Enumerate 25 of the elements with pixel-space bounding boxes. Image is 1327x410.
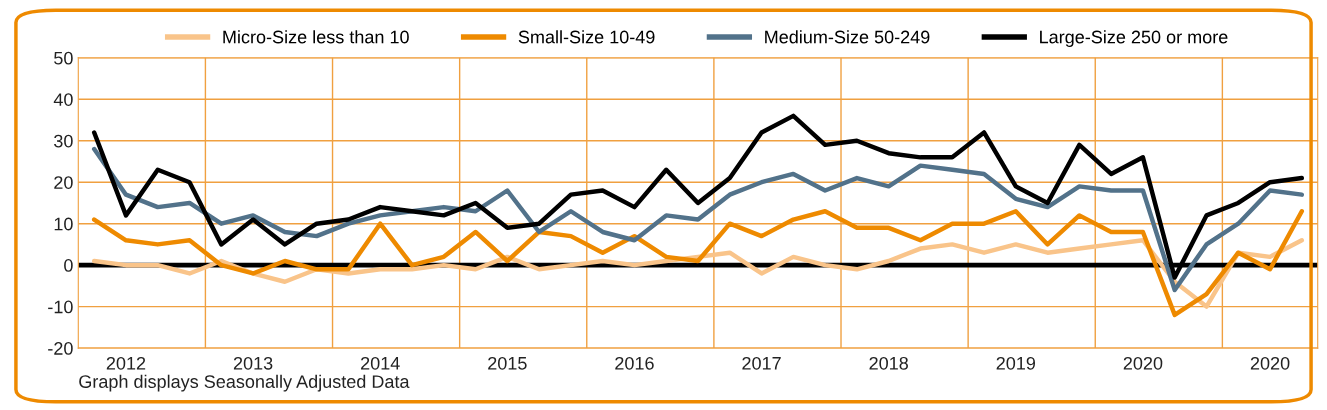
x-tick-label: 2017 [742, 356, 781, 370]
y-tick-label: -10 [48, 300, 73, 314]
legend-label: Large-Size 250 or more [1040, 30, 1228, 47]
x-tick-label: 2012 [106, 356, 146, 370]
x-tick-label: 2014 [361, 356, 400, 370]
x-tick-label: 2020 [1123, 356, 1163, 370]
x-tick-label: 2015 [488, 356, 527, 370]
y-tick-label: 30 [54, 134, 73, 148]
x-tick-label: 2013 [233, 356, 273, 370]
x-tick-label: 2020 [1250, 356, 1290, 370]
legend-label: Small-Size 10-49 [518, 30, 655, 44]
x-tick-label: 2016 [615, 356, 654, 370]
y-tick-label: 40 [53, 93, 73, 106]
y-tick-label: 20 [54, 176, 73, 189]
x-tick-label: 2019 [996, 356, 1036, 370]
y-tick-label: 50 [54, 51, 73, 65]
x-tick-label: 2018 [869, 356, 908, 370]
y-tick-label: 0 [64, 259, 73, 272]
line-series [91, 146, 1305, 293]
legend-label: Medium-Size 50-249 [765, 30, 930, 44]
y-tick-label: 10 [54, 217, 73, 231]
y-tick-label: -20 [48, 342, 73, 355]
text: Graph displays Seasonally Adjusted Data [79, 374, 410, 392]
line-series [91, 209, 1305, 318]
legend-label: Micro-Size less than 10 [223, 30, 409, 44]
